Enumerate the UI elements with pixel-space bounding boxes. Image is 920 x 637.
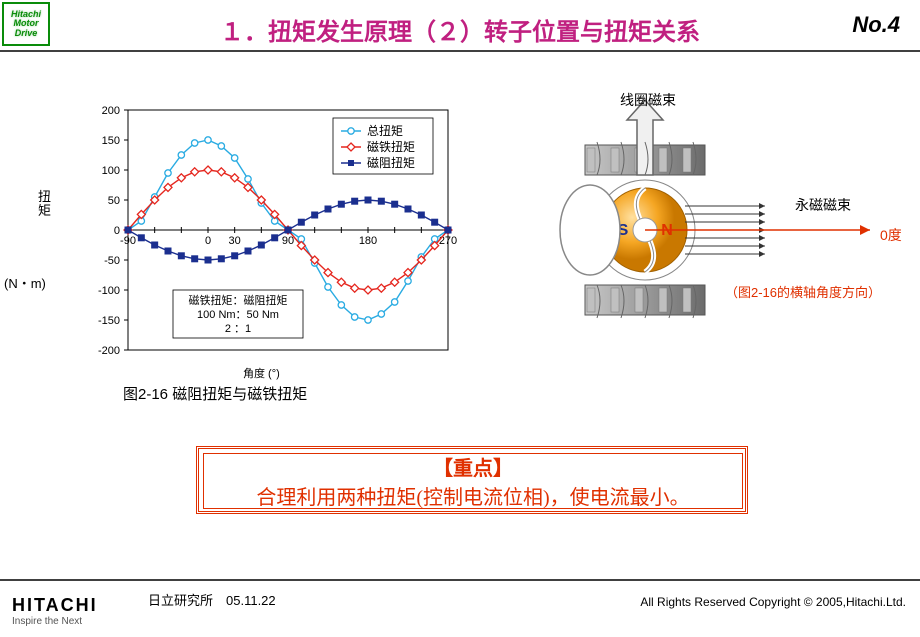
svg-text:90: 90 [282, 235, 294, 247]
key-point-title: 【重点】 [433, 452, 513, 481]
key-point-text: 合理利用两种扭矩(控制电流位相)，使电流最小。 [256, 481, 689, 510]
svg-text:-150: -150 [98, 315, 120, 327]
svg-text:磁阻扭矩: 磁阻扭矩 [367, 155, 415, 170]
svg-text:100 Nm：50 Nm: 100 Nm：50 Nm [197, 309, 279, 321]
svg-text:-50: -50 [104, 255, 120, 267]
motor-diagram: SN 线圈磁束 永磁磁束 0度 （图2-16的横轴角度方向） [540, 90, 920, 350]
brand: HITACHI Inspire the Next [12, 595, 98, 627]
coil-flux-label: 线圈磁束 [620, 90, 676, 110]
svg-text:磁铁扭矩: 磁铁扭矩 [367, 139, 415, 154]
svg-text:0: 0 [205, 235, 211, 247]
brand-name: HITACHI [12, 595, 98, 616]
key-point-box: 【重点】 合理利用两种扭矩(控制电流位相)，使电流最小。 [196, 446, 748, 514]
key-point-inner: 【重点】 合理利用两种扭矩(控制电流位相)，使电流最小。 [203, 453, 743, 509]
header: HitachiMotorDrive １．扭矩发生原理（２）转子位置与扭矩关系 N… [0, 0, 920, 54]
chart-ylabel: 扭矩 [38, 190, 51, 219]
torque-chart: 扭矩 (N・m) -200-150-100-50050100150200-900… [68, 105, 468, 405]
chart-xlabel: 角度 (°) [243, 365, 280, 381]
svg-text:磁铁扭矩：磁阻扭矩: 磁铁扭矩：磁阻扭矩 [189, 293, 288, 307]
zero-deg-label: 0度 [880, 225, 902, 245]
footer: HITACHI Inspire the Next 日立研究所 05.11.22 … [0, 581, 920, 637]
diagram-svg: SN [540, 90, 920, 350]
svg-text:2 ：1: 2 ：1 [225, 323, 251, 335]
svg-text:50: 50 [108, 195, 120, 207]
chart-svg: -200-150-100-50050100150200-900309018027… [68, 105, 468, 365]
brand-tagline: Inspire the Next [12, 616, 98, 627]
pm-flux-label: 永磁磁束 [795, 195, 851, 215]
svg-text:-100: -100 [98, 285, 120, 297]
footer-right: All Rights Reserved Copyright © 2005,Hit… [640, 595, 906, 609]
page-number: No.4 [852, 12, 900, 38]
header-divider [0, 50, 920, 52]
footer-left: 日立研究所 05.11.22 [148, 590, 276, 609]
svg-text:-90: -90 [120, 235, 136, 247]
page-title: １．扭矩发生原理（２）转子位置与扭矩关系 [0, 12, 920, 47]
chart-unit-label: (N・m) [4, 273, 46, 292]
axis-ref-label: （图2-16的横轴角度方向） [725, 282, 881, 301]
svg-text:150: 150 [102, 135, 120, 147]
svg-text:180: 180 [359, 235, 377, 247]
svg-text:100: 100 [102, 165, 120, 177]
svg-text:-200: -200 [98, 345, 120, 357]
chart-caption: 图2-16 磁阻扭矩与磁铁扭矩 [123, 383, 307, 404]
svg-text:总扭矩: 总扭矩 [367, 124, 403, 138]
svg-text:30: 30 [229, 235, 241, 247]
svg-text:200: 200 [102, 105, 120, 117]
